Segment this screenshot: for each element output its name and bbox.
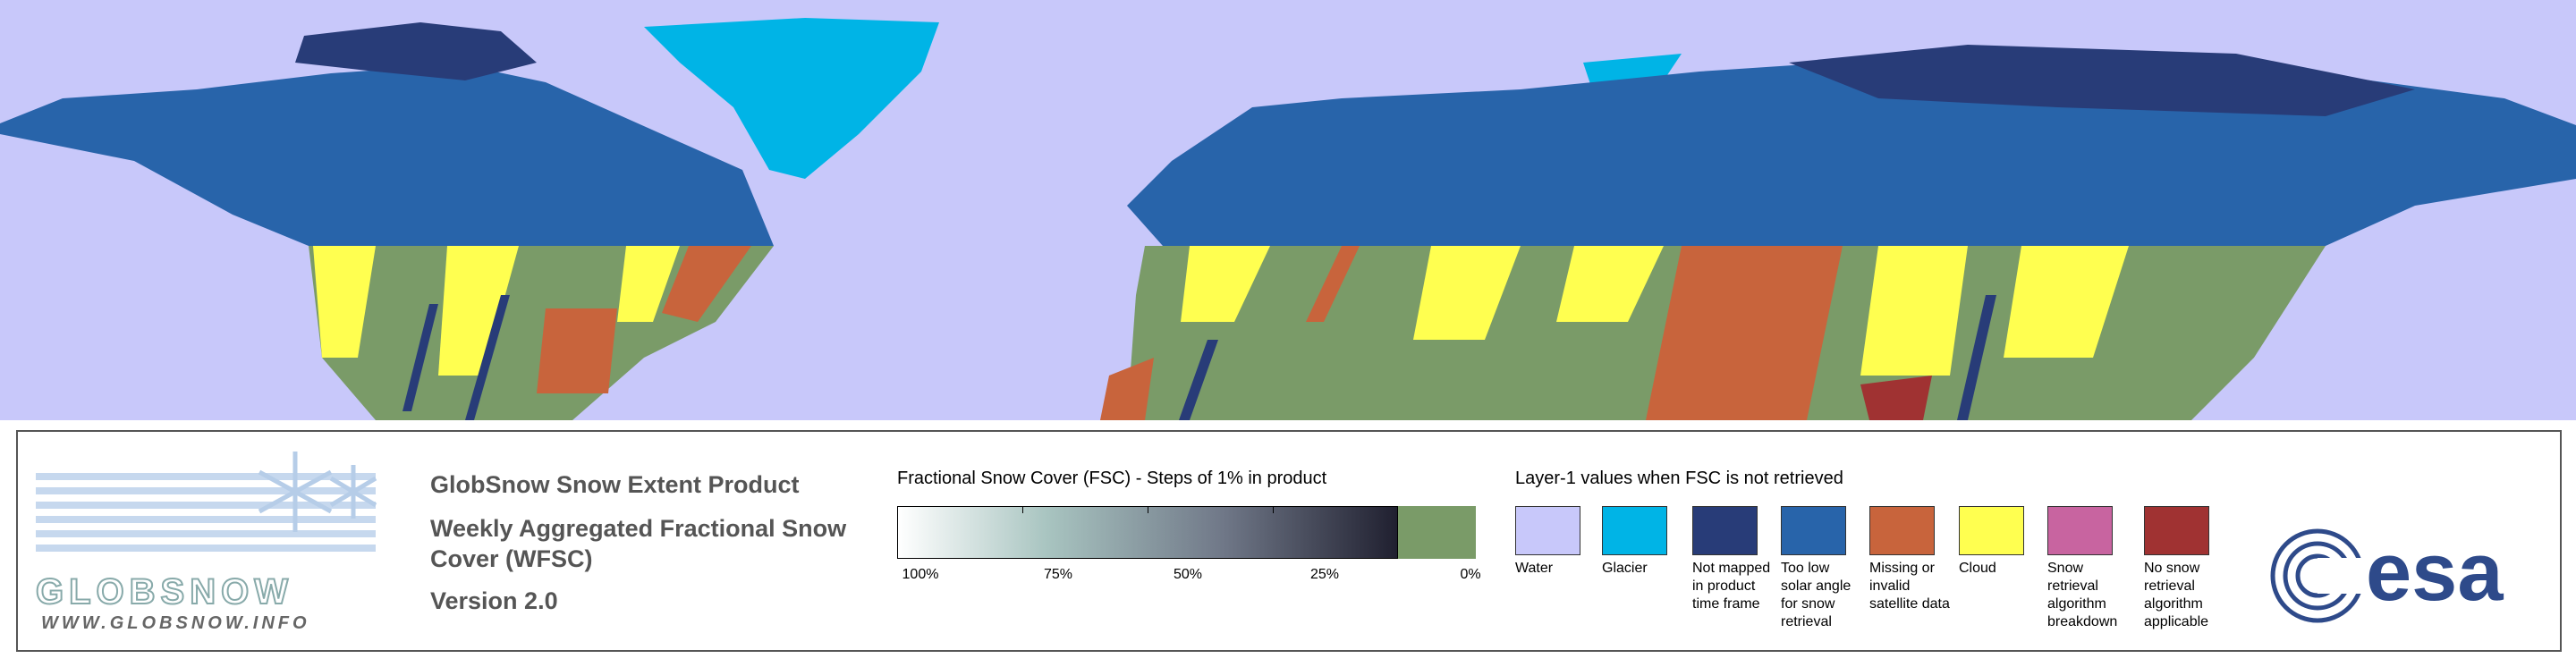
fsc-tick-label: 100% [902,567,939,582]
fsc-title: Fractional Snow Cover (FSC) - Steps of 1… [897,469,1327,488]
layer1-label: Not mapped in product time frame [1692,561,1771,612]
fsc-tick-label: 50% [1173,567,1203,582]
fsc-tick-label: 25% [1309,567,1340,582]
map [0,0,2576,420]
layer1-label: Too low solar angle for snow retrieval [1781,561,1852,629]
layer1-label: Cloud [1959,561,1996,576]
layer1-swatch [1959,506,2024,555]
product-subtitle: Weekly Aggregated Fractional Snow Cover … [430,515,847,572]
logo-url: WWW.GLOBSNOW.INFO [41,613,310,633]
layer1-swatch [1869,506,1935,555]
fsc-tick [1022,506,1023,513]
fsc-zero-swatch [1398,506,1476,559]
layer1-swatch [1602,506,1667,555]
esa-wordmark: esa [2366,527,2504,618]
fsc-tick-label: 75% [1043,567,1073,582]
layer1-label: Water [1515,561,1554,576]
legend-panel [16,430,2562,652]
layer1-swatch [2144,506,2209,555]
layer1-title: Layer-1 values when FSC is not retrieved [1515,469,1843,488]
fsc-tick-label: 0% [1460,567,1481,582]
product-version: Version 2.0 [430,587,558,614]
layer1-swatch [1515,506,1580,555]
product-title: GlobSnow Snow Extent Product [430,471,800,498]
layer1-swatch [2047,506,2113,555]
layer1-swatch [1781,506,1846,555]
fsc-colorbar [897,506,1398,559]
layer1-swatch [1692,506,1758,555]
layer1-label: Missing or invalid satellite data [1869,561,1950,612]
layer1-label: Glacier [1602,561,1648,576]
logo-name: GLOBSNOW [35,571,293,612]
layer1-label: Snow retrieval algorithm breakdown [2047,561,2118,629]
logo-graphic [36,452,377,552]
fsc-tick [1273,506,1274,513]
layer1-label: No snow retrieval algorithm applicable [2144,561,2209,629]
esa-emblem [2270,528,2371,623]
